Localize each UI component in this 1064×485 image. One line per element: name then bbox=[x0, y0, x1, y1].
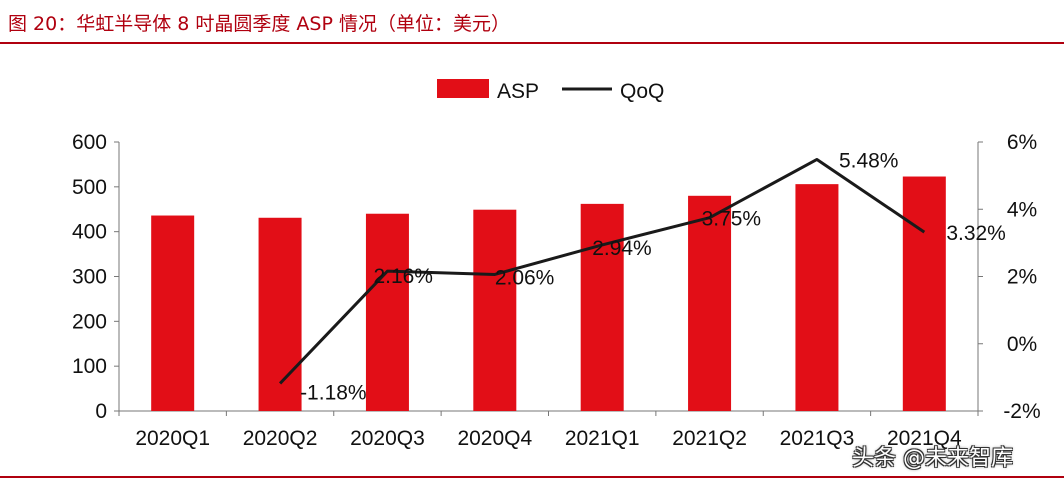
qoq-data-label: 5.48% bbox=[839, 149, 899, 172]
qoq-line bbox=[278, 157, 926, 385]
asp-bar bbox=[365, 213, 409, 411]
qoq-data-label: 3.75% bbox=[702, 208, 762, 231]
watermark: 头条 @未来智库 bbox=[852, 446, 1013, 471]
legend-asp-swatch bbox=[437, 79, 489, 98]
left-tick-label: 100 bbox=[72, 355, 107, 378]
legend-qoq-label: QoQ bbox=[620, 80, 664, 103]
left-tick-label: 500 bbox=[72, 176, 107, 199]
asp-bar bbox=[473, 209, 517, 411]
x-tick-label: 2020Q4 bbox=[457, 427, 532, 450]
figure-title: 图 20：华虹半导体 8 吋晶圆季度 ASP 情况（单位：美元） bbox=[8, 13, 510, 35]
x-tick-label: 2021Q1 bbox=[565, 427, 640, 450]
qoq-data-label: 2.16% bbox=[373, 265, 433, 288]
asp-bar bbox=[902, 176, 946, 411]
x-tick-label: 2021Q3 bbox=[780, 427, 855, 450]
right-tick-label: 6% bbox=[1007, 131, 1037, 154]
asp-bar bbox=[151, 215, 195, 411]
figure-header: 图 20：华虹半导体 8 吋晶圆季度 ASP 情况（单位：美元） bbox=[0, 0, 1064, 44]
asp-bar bbox=[688, 195, 732, 411]
x-tick-label: 2020Q2 bbox=[243, 427, 318, 450]
asp-bar bbox=[795, 184, 839, 411]
right-tick-label: -2% bbox=[1003, 400, 1040, 423]
x-tick-label: 2021Q2 bbox=[672, 427, 747, 450]
asp-bar bbox=[258, 217, 302, 411]
asp-bar bbox=[580, 203, 624, 411]
qoq-data-label: 3.32% bbox=[946, 222, 1006, 245]
right-tick-label: 0% bbox=[1007, 333, 1037, 356]
qoq-data-label: 2.06% bbox=[495, 266, 555, 289]
asp-qoq-chart: 0 100 200 300 400 500 600 -2% 0% 2% 4% 6% 2020Q1 2020… bbox=[72, 79, 1041, 450]
qoq-data-label: 2.94% bbox=[592, 237, 652, 260]
left-tick-label: 600 bbox=[72, 131, 107, 154]
right-tick-label: 2% bbox=[1007, 266, 1037, 289]
qoq-data-label: -1.18% bbox=[300, 381, 367, 404]
legend-asp-label: ASP bbox=[497, 80, 539, 103]
x-tick-label: 2020Q1 bbox=[135, 427, 210, 450]
left-tick-label: 200 bbox=[72, 310, 107, 333]
x-tick-label: 2020Q3 bbox=[350, 427, 425, 450]
right-tick-label: 4% bbox=[1007, 198, 1037, 221]
left-tick-label: 300 bbox=[72, 266, 107, 289]
footer-divider bbox=[0, 476, 1064, 478]
left-tick-label: 400 bbox=[72, 221, 107, 244]
x-tick-label: 2021Q4 bbox=[887, 427, 962, 450]
left-tick-label: 0 bbox=[95, 400, 107, 423]
header-divider bbox=[0, 42, 1064, 44]
